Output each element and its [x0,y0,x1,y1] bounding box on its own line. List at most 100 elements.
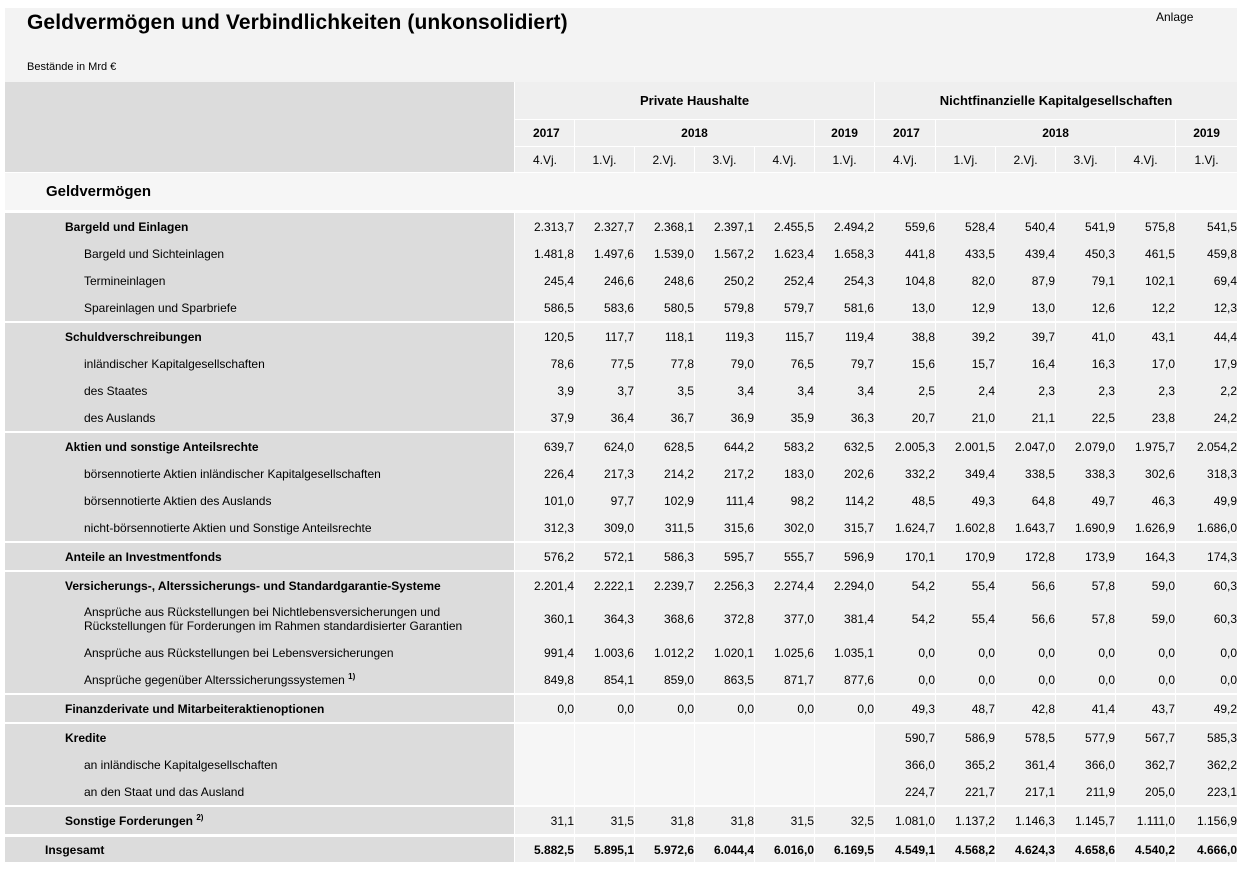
quarter-header: 3.Vj. [694,146,754,172]
value-cell: 0,0 [1115,639,1176,666]
year-header: 2018 [574,119,814,146]
value-cell: 55,4 [935,570,996,599]
table-row: Ansprüche aus Rückstellungen bei Nichtle… [5,599,1238,639]
value-cell: 365,2 [935,751,996,778]
value-cell: 217,3 [574,460,634,487]
value-cell: 202,6 [814,460,875,487]
value-cell: 0,0 [1115,666,1176,693]
value-cell: 577,9 [1055,722,1116,751]
value-cell [694,722,754,751]
row-label: Aktien und sonstige Anteilsrechte [5,431,514,460]
value-cell: 2.047,0 [995,431,1056,460]
value-cell: 102,1 [1115,267,1176,294]
value-cell: 12,3 [1175,294,1238,321]
value-cell: 1.643,7 [995,514,1056,541]
value-cell: 21,0 [935,404,996,431]
value-cell: 97,7 [574,487,634,514]
year-header: 2017 [514,119,574,146]
value-cell: 2,4 [935,377,996,404]
table-row: Bargeld und Einlagen 2.313,7 2.327,7 2.368,… [5,211,1238,240]
row-label-text: Finanzderivate und Mitarbeiteraktienopti… [65,701,325,716]
value-cell: 1.012,2 [634,639,694,666]
value-cell: 12,2 [1115,294,1176,321]
value-cell [574,778,634,805]
row-label-text: des Auslands [84,410,156,425]
value-cell [694,778,754,805]
value-cell: 35,9 [754,404,814,431]
value-cell: 115,7 [754,321,814,350]
value-cell: 46,3 [1115,487,1176,514]
value-cell: 362,7 [1115,751,1176,778]
value-cell: 13,0 [874,294,936,321]
value-cell: 36,7 [634,404,694,431]
value-cell: 246,6 [574,267,634,294]
value-cell: 31,8 [634,805,694,834]
value-cell: 0,0 [634,693,694,722]
value-cell [514,778,574,805]
value-cell: 368,6 [634,599,694,639]
value-cell: 6.044,4 [694,834,754,862]
table-row: des Staates 3,9 3,7 3,5 3,4 3,4 3,4 2,5 2,4 2,3 2,… [5,377,1238,404]
value-cell: 2.079,0 [1055,431,1116,460]
value-cell: 0,0 [694,693,754,722]
value-cell: 991,4 [514,639,574,666]
value-cell: 2,3 [995,377,1056,404]
header-stub [5,82,514,119]
attachment-label: Anlage [1156,10,1194,24]
value-cell: 2.455,5 [754,211,814,240]
value-cell: 2,3 [1055,377,1116,404]
footnote-marker: 1) [348,672,356,681]
table-row: Anteile an Investmentfonds 576,2 572,1 586,… [5,541,1238,570]
value-cell [814,751,875,778]
value-cell: 120,5 [514,321,574,350]
value-cell: 214,2 [634,460,694,487]
value-cell [634,722,694,751]
value-cell: 36,4 [574,404,634,431]
quarter-header: 1.Vj. [574,146,634,172]
value-cell: 78,6 [514,350,574,377]
quarter-header: 4.Vj. [514,146,574,172]
row-label-text: inländischer Kapitalgesellschaften [84,356,265,371]
value-cell: 559,6 [874,211,936,240]
table-row: börsennotierte Aktien des Auslands 101,0 9… [5,487,1238,514]
value-cell: 1.145,7 [1055,805,1116,834]
value-cell: 0,0 [514,693,574,722]
value-cell: 76,5 [754,350,814,377]
value-cell: 49,3 [874,693,936,722]
value-cell [634,751,694,778]
value-cell: 36,3 [814,404,875,431]
value-cell: 2.054,2 [1175,431,1238,460]
value-cell: 2.368,1 [634,211,694,240]
value-cell: 39,7 [995,321,1056,350]
value-cell: 56,6 [995,599,1056,639]
row-label-text: Ansprüche gegenüber Alterssicherungssyst… [84,673,345,687]
value-cell: 1.658,3 [814,240,875,267]
value-cell: 628,5 [634,431,694,460]
value-cell: 0,0 [754,693,814,722]
quarter-header: 3.Vj. [1055,146,1116,172]
value-cell: 1.975,7 [1115,431,1176,460]
value-cell: 541,9 [1055,211,1116,240]
row-label-text: Insgesamt [45,842,105,857]
value-cell: 69,4 [1175,267,1238,294]
value-cell: 1.686,0 [1175,514,1238,541]
value-cell: 54,2 [874,570,936,599]
value-cell: 583,6 [574,294,634,321]
value-cell [514,751,574,778]
row-label: inländischer Kapitalgesellschaften [5,350,514,377]
value-cell: 79,1 [1055,267,1116,294]
value-cell: 2.313,7 [514,211,574,240]
value-cell: 1.020,1 [694,639,754,666]
table-row: inländischer Kapitalgesellschaften 78,6 77… [5,350,1238,377]
value-cell: 170,1 [874,541,936,570]
value-cell: 54,2 [874,599,936,639]
row-label-text: Bargeld und Einlagen [65,219,189,234]
value-cell: 644,2 [694,431,754,460]
value-cell: 859,0 [634,666,694,693]
row-label-text: Ansprüche aus Rückstellungen bei Lebensv… [84,645,394,660]
value-cell: 6.016,0 [754,834,814,862]
value-cell: 2.001,5 [935,431,996,460]
value-cell: 60,3 [1175,570,1238,599]
value-cell: 575,8 [1115,211,1176,240]
value-cell: 77,5 [574,350,634,377]
